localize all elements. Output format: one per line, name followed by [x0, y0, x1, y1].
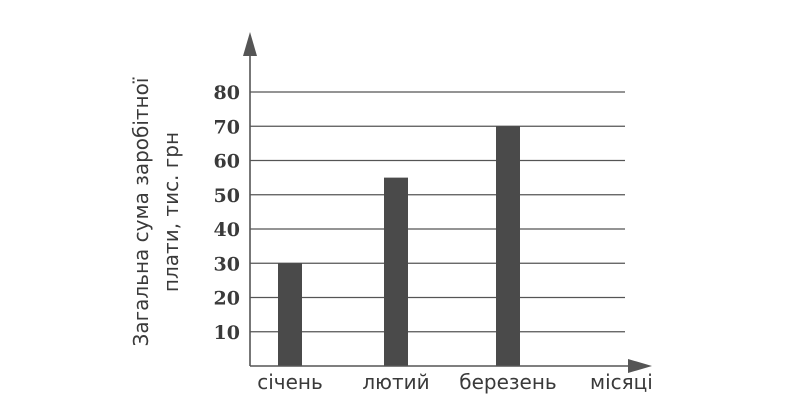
bar-1	[384, 177, 408, 366]
bar-0	[278, 263, 302, 366]
y-tick-label: 80	[214, 82, 240, 104]
x-category-label: січень	[257, 370, 323, 394]
y-axis-title-line-2: плати, тис. грн	[159, 132, 183, 292]
y-tick-label: 20	[214, 288, 240, 310]
x-axis-arrow	[628, 359, 652, 373]
x-category-label: березень	[459, 370, 556, 394]
y-axis-title-line-1: Загальна сума заробітної	[129, 77, 153, 346]
y-axis-title: Загальна сума заробітної плати, тис. грн	[129, 77, 183, 346]
y-tick-label: 40	[214, 219, 240, 241]
y-tick-labels: 10 20 30 40 50 60 70 80	[214, 82, 240, 344]
y-axis-arrow	[243, 32, 257, 56]
y-tick-label: 60	[214, 151, 240, 173]
y-tick-label: 30	[214, 253, 240, 275]
grid-lines	[250, 91, 625, 333]
x-category-labels: січень лютий березень	[257, 370, 557, 394]
y-tick-label: 10	[214, 322, 240, 344]
bar-2	[496, 126, 520, 366]
bars	[278, 126, 520, 366]
y-tick-label: 70	[214, 116, 240, 138]
y-tick-label: 50	[214, 185, 240, 207]
x-axis-title: місяці	[590, 370, 653, 394]
axes	[243, 32, 652, 373]
x-category-label: лютий	[362, 370, 429, 394]
